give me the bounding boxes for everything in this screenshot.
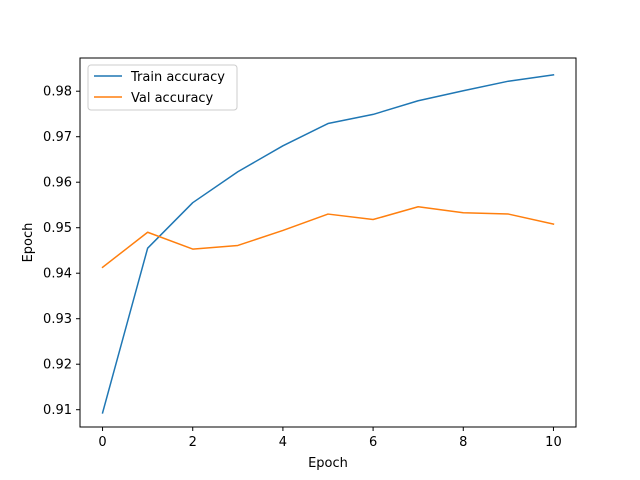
y-tick-label: 0.95 <box>43 221 72 236</box>
x-tick-label: 4 <box>279 435 287 450</box>
x-tick-label: 6 <box>369 435 377 450</box>
y-tick-label: 0.93 <box>43 312 72 327</box>
legend-box <box>87 64 238 111</box>
plot-area-frame <box>79 57 577 428</box>
x-tick-label: 2 <box>189 435 197 450</box>
y-tick-label: 0.97 <box>43 130 72 145</box>
x-axis-label: Epoch <box>308 456 348 471</box>
legend-label: Train accuracy <box>130 70 225 85</box>
x-tick-label: 8 <box>459 435 467 450</box>
y-tick-label: 0.91 <box>43 403 72 418</box>
y-tick-label: 0.92 <box>43 358 72 373</box>
x-tick-label: 0 <box>98 435 106 450</box>
y-tick-label: 0.98 <box>43 85 72 100</box>
legend: Train accuracy Val accuracy <box>87 64 238 111</box>
y-tick-label: 0.96 <box>43 176 72 191</box>
series-line-1 <box>101 73 555 414</box>
y-tick-label: 0.94 <box>43 267 72 282</box>
x-tick-label: 10 <box>545 435 562 450</box>
y-axis-label: Epoch <box>21 223 36 263</box>
legend-label: Val accuracy <box>131 91 214 106</box>
series-line-2 <box>101 206 555 269</box>
